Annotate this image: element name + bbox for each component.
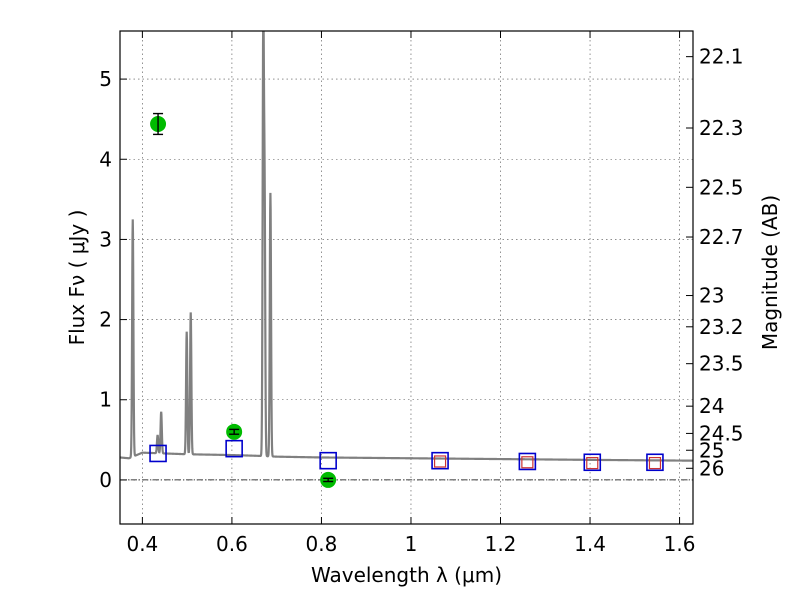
y-tick-label: 4 bbox=[99, 147, 112, 171]
x-tick-label: 1.2 bbox=[485, 532, 517, 556]
y-tick-label: 1 bbox=[99, 388, 112, 412]
right-tick-label: 24.5 bbox=[699, 421, 744, 445]
x-tick-label: 0.8 bbox=[306, 532, 338, 556]
model-point bbox=[583, 453, 602, 472]
right-tick-label: 26 bbox=[699, 456, 724, 480]
observed-detected-series bbox=[150, 112, 337, 488]
observed-open-point bbox=[586, 456, 599, 470]
model-point bbox=[518, 452, 537, 471]
observed-open-point bbox=[433, 455, 447, 468]
y-axis-ticks: 0 1 2 3 4 5 bbox=[99, 67, 127, 492]
right-tick-label: 23.2 bbox=[699, 315, 744, 339]
y-tick-label: 0 bbox=[99, 468, 112, 492]
right-tick-label: 22.3 bbox=[699, 116, 744, 140]
right-tick-label: 23.5 bbox=[699, 352, 744, 376]
y-tick-label: 3 bbox=[99, 227, 112, 251]
x-tick-label: 0.4 bbox=[126, 532, 158, 556]
model-point bbox=[431, 451, 449, 470]
x-axis-ticks: 0.4 0.6 0.8 1 1.2 1.4 1.6 bbox=[126, 31, 695, 556]
right-tick-label: 23 bbox=[699, 284, 724, 308]
spectrum-series bbox=[120, 31, 693, 462]
spectrum-line bbox=[120, 31, 693, 462]
model-point bbox=[149, 444, 167, 463]
model-point bbox=[646, 453, 664, 472]
observed-open-series bbox=[433, 455, 662, 470]
right-tick-label: 25 bbox=[699, 438, 724, 462]
y-tick-label: 2 bbox=[99, 308, 112, 332]
right-tick-label: 22.1 bbox=[699, 45, 744, 69]
right-tick-label: 22.5 bbox=[699, 175, 744, 199]
x-tick-label: 1.4 bbox=[574, 532, 606, 556]
observed-open-point bbox=[521, 456, 534, 469]
observed-open-point bbox=[648, 456, 662, 470]
y-tick-label: 5 bbox=[99, 67, 112, 91]
right-tick-label: 22.7 bbox=[699, 225, 744, 249]
model-photometry-series bbox=[149, 439, 664, 472]
model-point bbox=[319, 451, 337, 470]
right-tick-label: 24 bbox=[699, 394, 724, 418]
x-tick-label: 1 bbox=[405, 532, 418, 556]
right-axis-label: Magnitude (AB) bbox=[758, 195, 782, 350]
plot-frame bbox=[119, 30, 694, 525]
x-tick-label: 1.6 bbox=[664, 532, 696, 556]
grid-lines bbox=[120, 31, 693, 524]
x-axis-label: Wavelength λ (μm) bbox=[311, 563, 502, 587]
x-tick-label: 0.6 bbox=[216, 532, 248, 556]
model-point bbox=[225, 439, 243, 458]
y-axis-label: Flux Fν ( μJy ) bbox=[65, 210, 89, 346]
